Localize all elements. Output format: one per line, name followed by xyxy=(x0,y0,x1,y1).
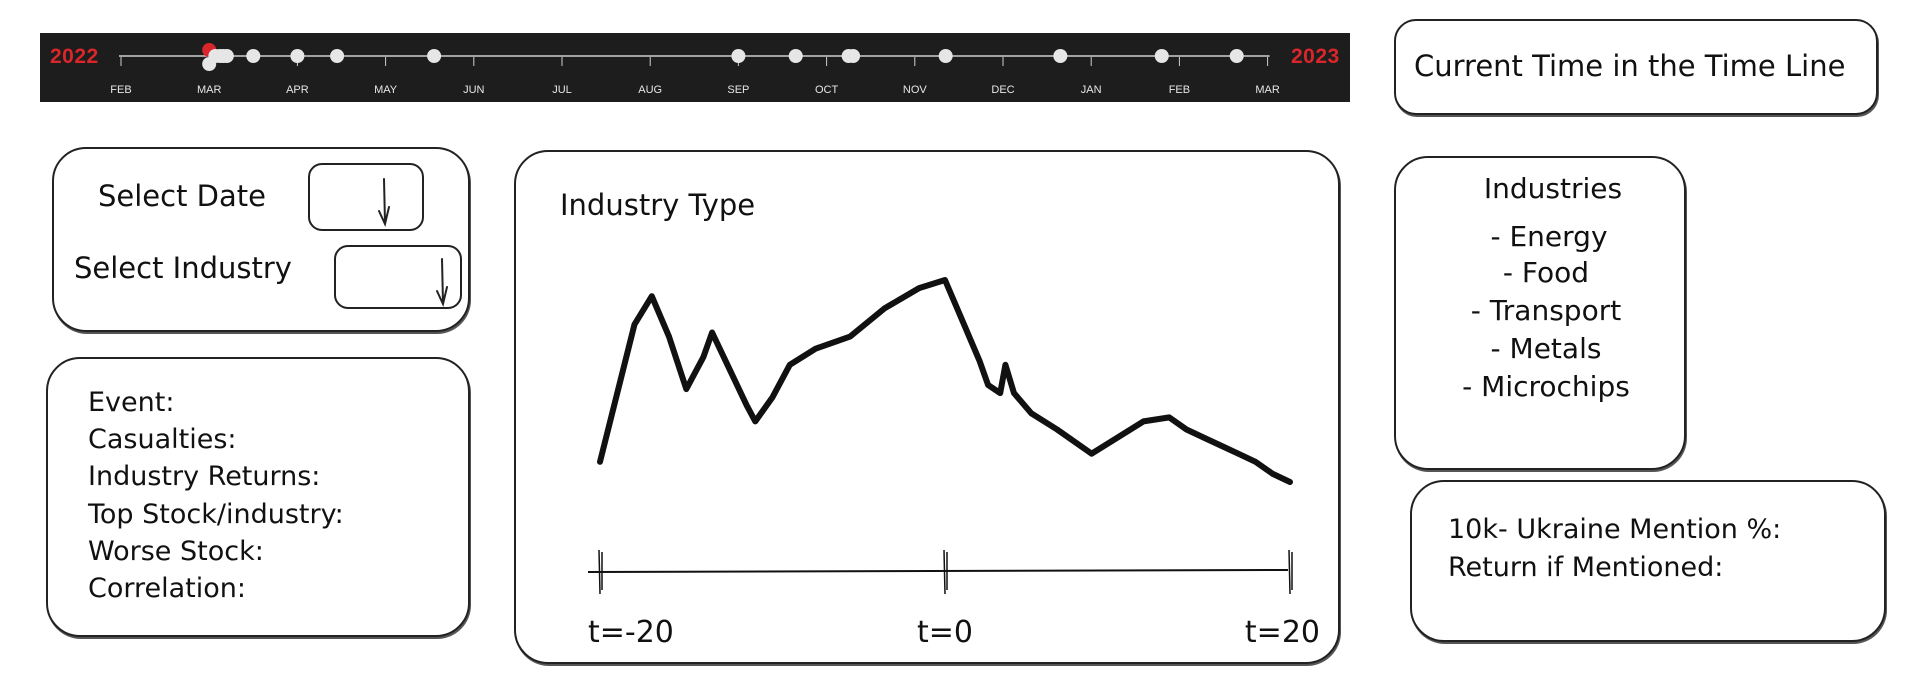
timeline-event-dot[interactable] xyxy=(246,49,261,63)
worse-stock-field: Worse Stock: xyxy=(88,536,264,567)
chart-x-tick xyxy=(943,549,948,595)
timeline-month-label: AUG xyxy=(638,84,663,96)
casualties-field: Casualties: xyxy=(88,424,237,455)
current-time-panel: Current Time in the Time Line xyxy=(1394,19,1878,115)
timeline-month-label: JUN xyxy=(463,84,485,96)
mention-panel: 10k- Ukraine Mention %: Return if Mentio… xyxy=(1410,480,1886,642)
timeline-event-dot[interactable] xyxy=(330,49,345,63)
timeline-month-label: DEC xyxy=(991,84,1015,96)
correlation-field: Correlation: xyxy=(88,573,246,604)
timeline-event-dot[interactable] xyxy=(938,49,953,63)
timeline-month-label: FEB xyxy=(1168,84,1191,96)
chevron-down-icon xyxy=(378,178,390,227)
select-industry-label: Select Industry xyxy=(74,251,292,285)
event-info-panel: Event: Casualties: Industry Returns: Top… xyxy=(46,357,470,637)
industry-item: - Metals xyxy=(1490,332,1602,365)
industry-item: - Transport xyxy=(1470,294,1622,327)
top-stock-field: Top Stock/industry: xyxy=(88,499,344,530)
industries-panel: Industries - Energy - Food - Transport -… xyxy=(1394,156,1686,470)
mention-pct-field: 10k- Ukraine Mention %: xyxy=(1448,514,1782,545)
timeline-event-dot[interactable] xyxy=(1154,49,1169,63)
chevron-down-icon xyxy=(436,258,448,307)
chart-x-tick-label: t=20 xyxy=(1245,615,1320,650)
timeline-event-dot[interactable] xyxy=(290,49,305,63)
industry-item: - Food xyxy=(1502,256,1590,289)
timeline-bar[interactable]: 2022 2023 FEB MAR APR MAY JUN JUL AUG SEP OCT NOV… xyxy=(40,33,1350,102)
timeline-event-dot[interactable] xyxy=(788,49,803,63)
timeline-month-label: JUL xyxy=(552,84,572,96)
chart-x-tick-label: t=0 xyxy=(917,615,973,650)
chart-x-tick-label: t=-20 xyxy=(588,615,674,650)
chart-series-line xyxy=(597,277,1293,485)
industry-item: - Energy xyxy=(1490,220,1608,253)
timeline-month-label: FEB xyxy=(110,84,132,96)
timeline-start-year: 2022 xyxy=(50,45,99,68)
timeline-event-dot[interactable] xyxy=(1229,49,1244,63)
timeline-month-label: MAR xyxy=(196,84,222,96)
timeline-track[interactable] xyxy=(40,33,1350,102)
event-field: Event: xyxy=(88,387,175,418)
chart-x-tick xyxy=(598,549,603,595)
timeline-month-label: NOV xyxy=(902,84,927,96)
timeline-end-year: 2023 xyxy=(1291,45,1340,68)
current-time-label: Current Time in the Time Line xyxy=(1414,49,1846,83)
date-dropdown[interactable] xyxy=(308,163,424,231)
timeline-month-label: OCT xyxy=(814,84,839,96)
timeline-month-label: MAY xyxy=(374,84,398,96)
selector-panel: Select Date Select Industry xyxy=(52,147,470,332)
industry-item: - Microchips xyxy=(1462,370,1630,403)
industry-chart-panel: Industry Type t=-20 t=0 t=20 xyxy=(514,150,1340,664)
timeline-month-label: JAN xyxy=(1080,84,1102,96)
timeline-event-dot[interactable] xyxy=(1053,49,1068,63)
industries-title: Industries xyxy=(1483,172,1623,205)
industry-returns-field: Industry Returns: xyxy=(88,461,321,492)
industry-dropdown[interactable] xyxy=(334,245,462,309)
timeline-event-dot[interactable] xyxy=(731,49,746,63)
chart-title: Industry Type xyxy=(560,188,756,222)
select-date-label: Select Date xyxy=(98,179,266,213)
chart-x-axis xyxy=(587,569,1289,573)
timeline-event-dot[interactable] xyxy=(846,49,861,63)
industry-line-chart: t=-20 t=0 t=20 xyxy=(587,277,1320,650)
timeline-event-dot[interactable] xyxy=(219,49,234,63)
timeline-month-label: APR xyxy=(286,84,309,96)
timeline-event-dot[interactable] xyxy=(427,49,442,63)
chart-x-tick xyxy=(1288,549,1293,595)
timeline-month-label: SEP xyxy=(727,84,750,96)
return-if-mentioned-field: Return if Mentioned: xyxy=(1448,552,1724,583)
timeline-month-label: MAR xyxy=(1255,84,1280,96)
